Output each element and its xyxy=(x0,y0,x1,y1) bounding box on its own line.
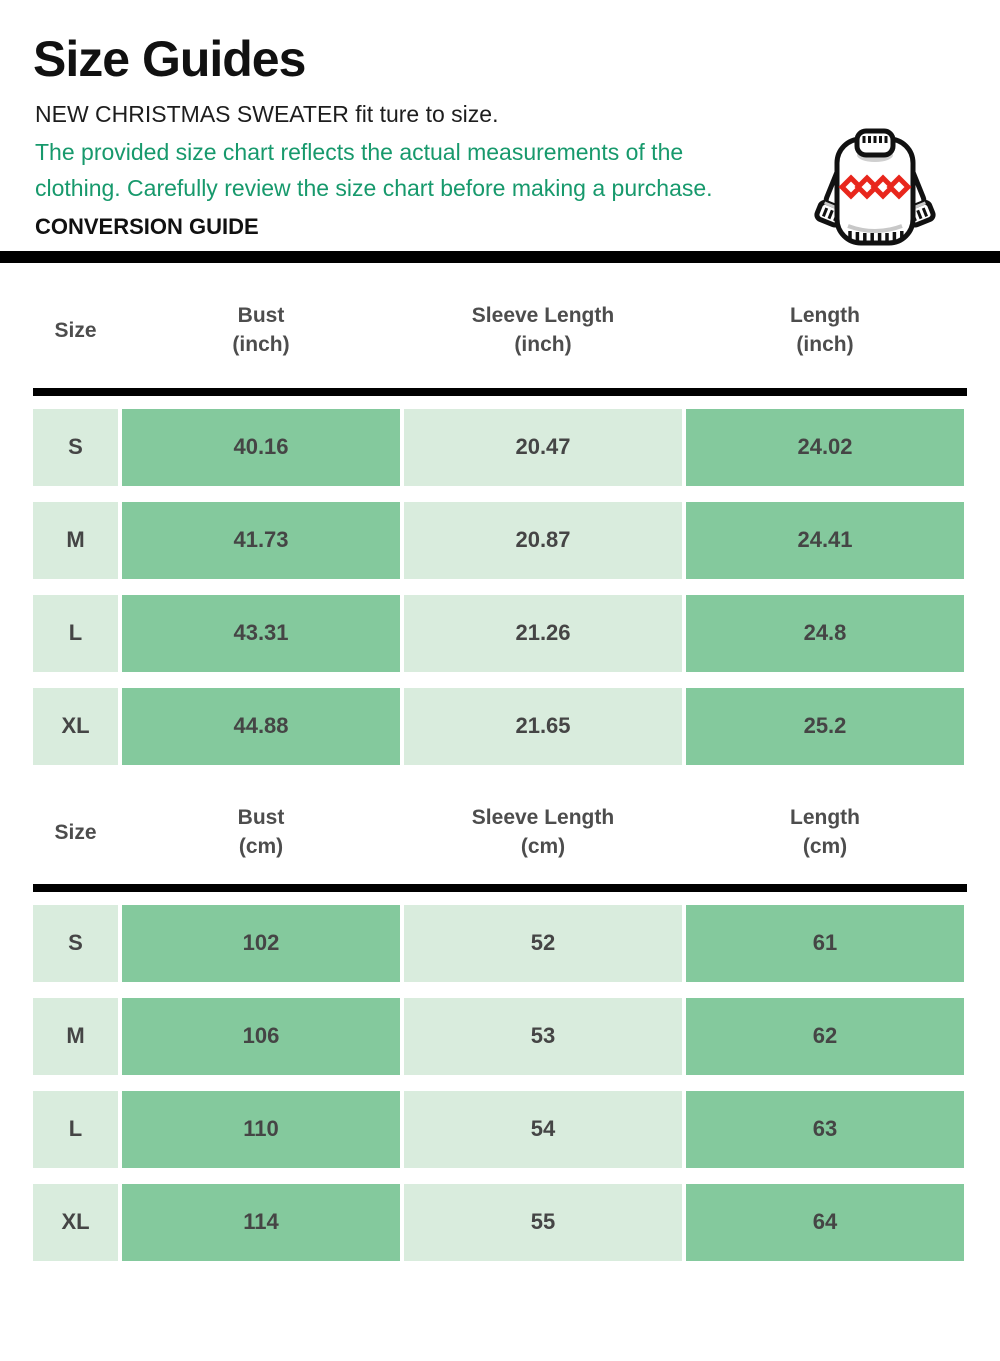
table-header-inch: Size Bust (inch) Sleeve Length (inch) Le… xyxy=(33,263,967,388)
length-cell: 61 xyxy=(686,904,964,982)
length-cell: 24.02 xyxy=(686,408,964,486)
column-header-label: Sleeve Length xyxy=(471,304,615,328)
column-header-unit: (cm) xyxy=(520,835,566,859)
table-header-cm: Size Bust (cm) Sleeve Length (cm) Length… xyxy=(33,765,967,884)
sleeve-cell: 54 xyxy=(404,1090,682,1168)
size-table-cm: Size Bust (cm) Sleeve Length (cm) Length… xyxy=(33,765,967,1261)
bust-cell: 102 xyxy=(122,904,400,982)
column-header-sleeve-length: Sleeve Length (cm) xyxy=(404,803,682,861)
length-cell: 62 xyxy=(686,997,964,1075)
column-header-bust: Bust (inch) xyxy=(122,301,400,359)
length-cell: 63 xyxy=(686,1090,964,1168)
column-header-label: Length xyxy=(790,304,860,328)
size-cell: S xyxy=(33,408,118,486)
column-header-label: Bust xyxy=(237,806,285,830)
length-cell: 24.41 xyxy=(686,501,964,579)
table-row-l: L 110 54 63 xyxy=(33,1090,967,1168)
column-header-length: Length (inch) xyxy=(686,301,964,359)
length-cell: 25.2 xyxy=(686,687,964,765)
bust-cell: 40.16 xyxy=(122,408,400,486)
size-cell: S xyxy=(33,904,118,982)
sleeve-cell: 21.65 xyxy=(404,687,682,765)
table-row-l: L 43.31 21.26 24.8 xyxy=(33,594,967,672)
column-header-label: Bust xyxy=(237,304,285,328)
size-cell: L xyxy=(33,1090,118,1168)
table-row-s: S 102 52 61 xyxy=(33,904,967,982)
column-header-unit: (cm) xyxy=(802,835,848,859)
table-row-xl: XL 44.88 21.65 25.2 xyxy=(33,687,967,765)
sleeve-cell: 55 xyxy=(404,1183,682,1261)
page-title: Size Guides xyxy=(33,31,306,87)
header-divider xyxy=(33,883,967,892)
column-header-label: Size xyxy=(54,318,97,342)
bust-cell: 114 xyxy=(122,1183,400,1261)
table-row-m: M 106 53 62 xyxy=(33,997,967,1075)
table-row-m: M 41.73 20.87 24.41 xyxy=(33,501,967,579)
table-row-xl: XL 114 55 64 xyxy=(33,1183,967,1261)
column-header-unit: (inch) xyxy=(514,333,572,357)
bust-cell: 43.31 xyxy=(122,594,400,672)
bust-cell: 44.88 xyxy=(122,687,400,765)
column-header-size: Size xyxy=(33,316,118,345)
size-tables: Size Bust (inch) Sleeve Length (inch) Le… xyxy=(0,263,1000,1261)
bust-cell: 41.73 xyxy=(122,501,400,579)
header-divider xyxy=(33,387,967,396)
size-guide-page: { "header": { "title": "Size Guides", "s… xyxy=(0,30,1000,1361)
length-cell: 64 xyxy=(686,1183,964,1261)
top-divider xyxy=(0,250,1000,263)
table-body-cm: S 102 52 61 M 106 53 62 L 110 54 63 XL 1… xyxy=(33,904,967,1261)
sleeve-cell: 20.47 xyxy=(404,408,682,486)
column-header-label: Size xyxy=(54,820,97,844)
size-cell: XL xyxy=(33,687,118,765)
size-table-inch: Size Bust (inch) Sleeve Length (inch) Le… xyxy=(33,263,967,765)
sleeve-cell: 20.87 xyxy=(404,501,682,579)
bust-cell: 106 xyxy=(122,997,400,1075)
column-header-label: Length xyxy=(790,806,860,830)
sleeve-cell: 21.26 xyxy=(404,594,682,672)
size-cell: M xyxy=(33,997,118,1075)
size-cell: M xyxy=(33,501,118,579)
column-header-label: Sleeve Length xyxy=(471,806,615,830)
sleeve-cell: 52 xyxy=(404,904,682,982)
sleeve-cell: 53 xyxy=(404,997,682,1075)
product-fit-subtitle: NEW CHRISTMAS SWEATER fit ture to size. xyxy=(35,101,499,127)
column-header-length: Length (cm) xyxy=(686,803,964,861)
column-header-bust: Bust (cm) xyxy=(122,803,400,861)
bust-cell: 110 xyxy=(122,1090,400,1168)
column-header-sleeve-length: Sleeve Length (inch) xyxy=(404,301,682,359)
christmas-sweater-icon xyxy=(810,125,940,250)
column-header-size: Size xyxy=(33,818,118,847)
column-header-unit: (inch) xyxy=(796,333,854,357)
column-header-unit: (cm) xyxy=(238,835,284,859)
size-cell: L xyxy=(33,594,118,672)
conversion-guide-label: CONVERSION GUIDE xyxy=(35,213,259,239)
table-body-inch: S 40.16 20.47 24.02 M 41.73 20.87 24.41 … xyxy=(33,408,967,765)
length-cell: 24.8 xyxy=(686,594,964,672)
column-header-unit: (inch) xyxy=(232,333,290,357)
size-chart-note: The provided size chart reflects the act… xyxy=(35,138,713,201)
table-row-s: S 40.16 20.47 24.02 xyxy=(33,408,967,486)
size-cell: XL xyxy=(33,1183,118,1261)
